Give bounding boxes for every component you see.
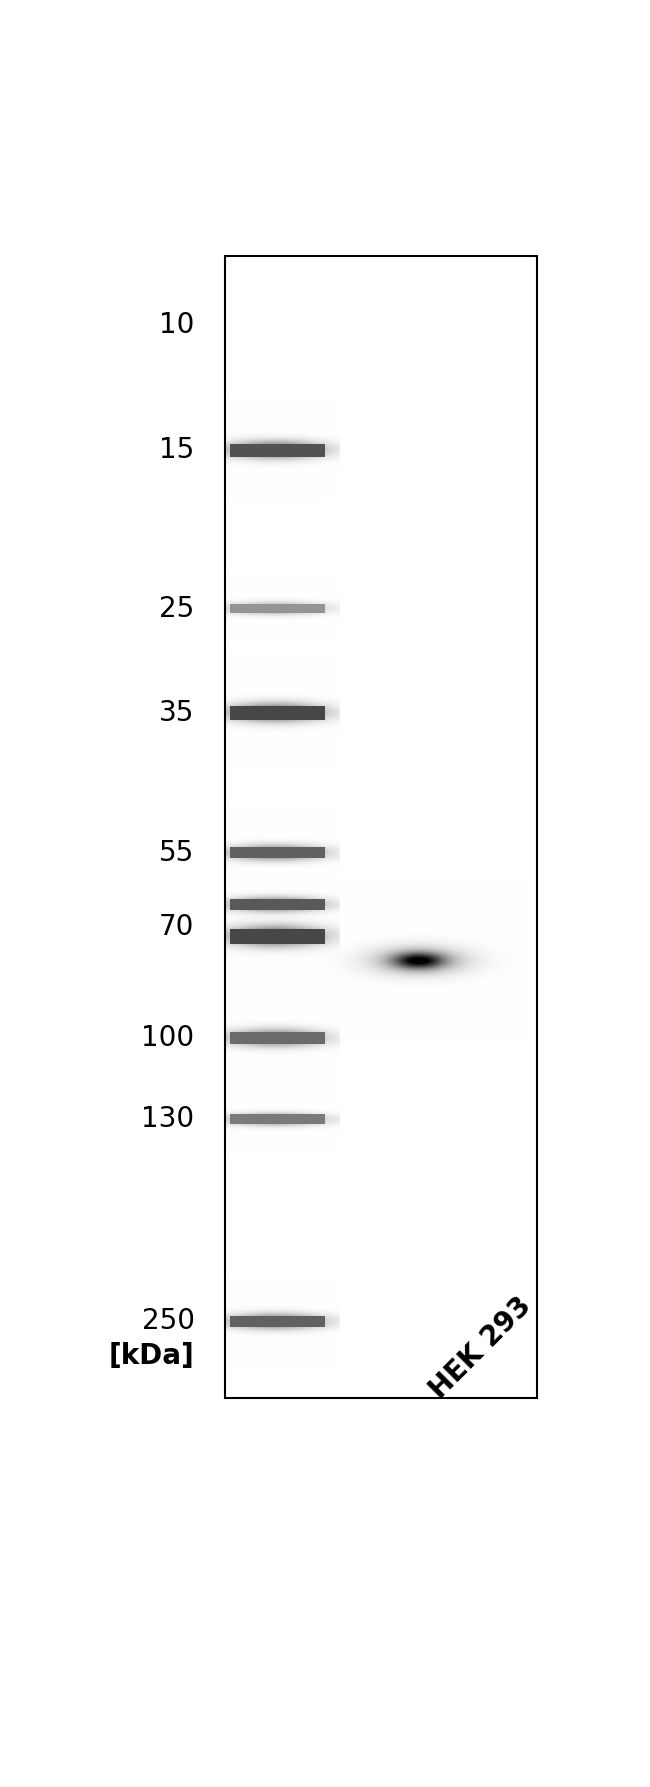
Bar [230,604,325,613]
Text: [kDa]: [kDa] [109,1342,194,1371]
Bar [230,1108,325,1129]
Text: 55: 55 [159,838,194,867]
Bar [230,597,325,620]
Bar [230,919,325,954]
Bar [230,1022,325,1053]
Bar [230,1312,325,1331]
Bar [230,706,325,720]
Bar [225,256,537,1397]
Text: 35: 35 [159,699,194,727]
Text: HEK 293: HEK 293 [424,1292,537,1405]
Text: 25: 25 [159,595,194,622]
Bar [230,899,325,910]
Bar [230,440,325,461]
Bar [230,600,325,617]
Bar [230,436,325,466]
Bar [230,1031,325,1044]
Bar [230,843,325,861]
Bar [230,1315,325,1328]
Bar [230,929,325,944]
Bar [230,702,325,724]
Bar [230,847,325,858]
Bar [230,897,325,913]
Bar [230,892,325,917]
Bar [230,445,325,457]
Bar [230,1028,325,1047]
Text: 15: 15 [159,436,194,465]
Text: 250: 250 [142,1308,194,1335]
Text: 130: 130 [142,1104,194,1133]
Bar [230,840,325,867]
Bar [230,1115,325,1124]
Text: 100: 100 [142,1024,194,1053]
Bar [230,1112,325,1126]
Bar [230,924,325,947]
Text: 70: 70 [159,913,194,942]
Bar [230,1308,325,1335]
Bar [225,256,537,1397]
Text: 10: 10 [159,311,194,340]
Bar [230,697,325,729]
